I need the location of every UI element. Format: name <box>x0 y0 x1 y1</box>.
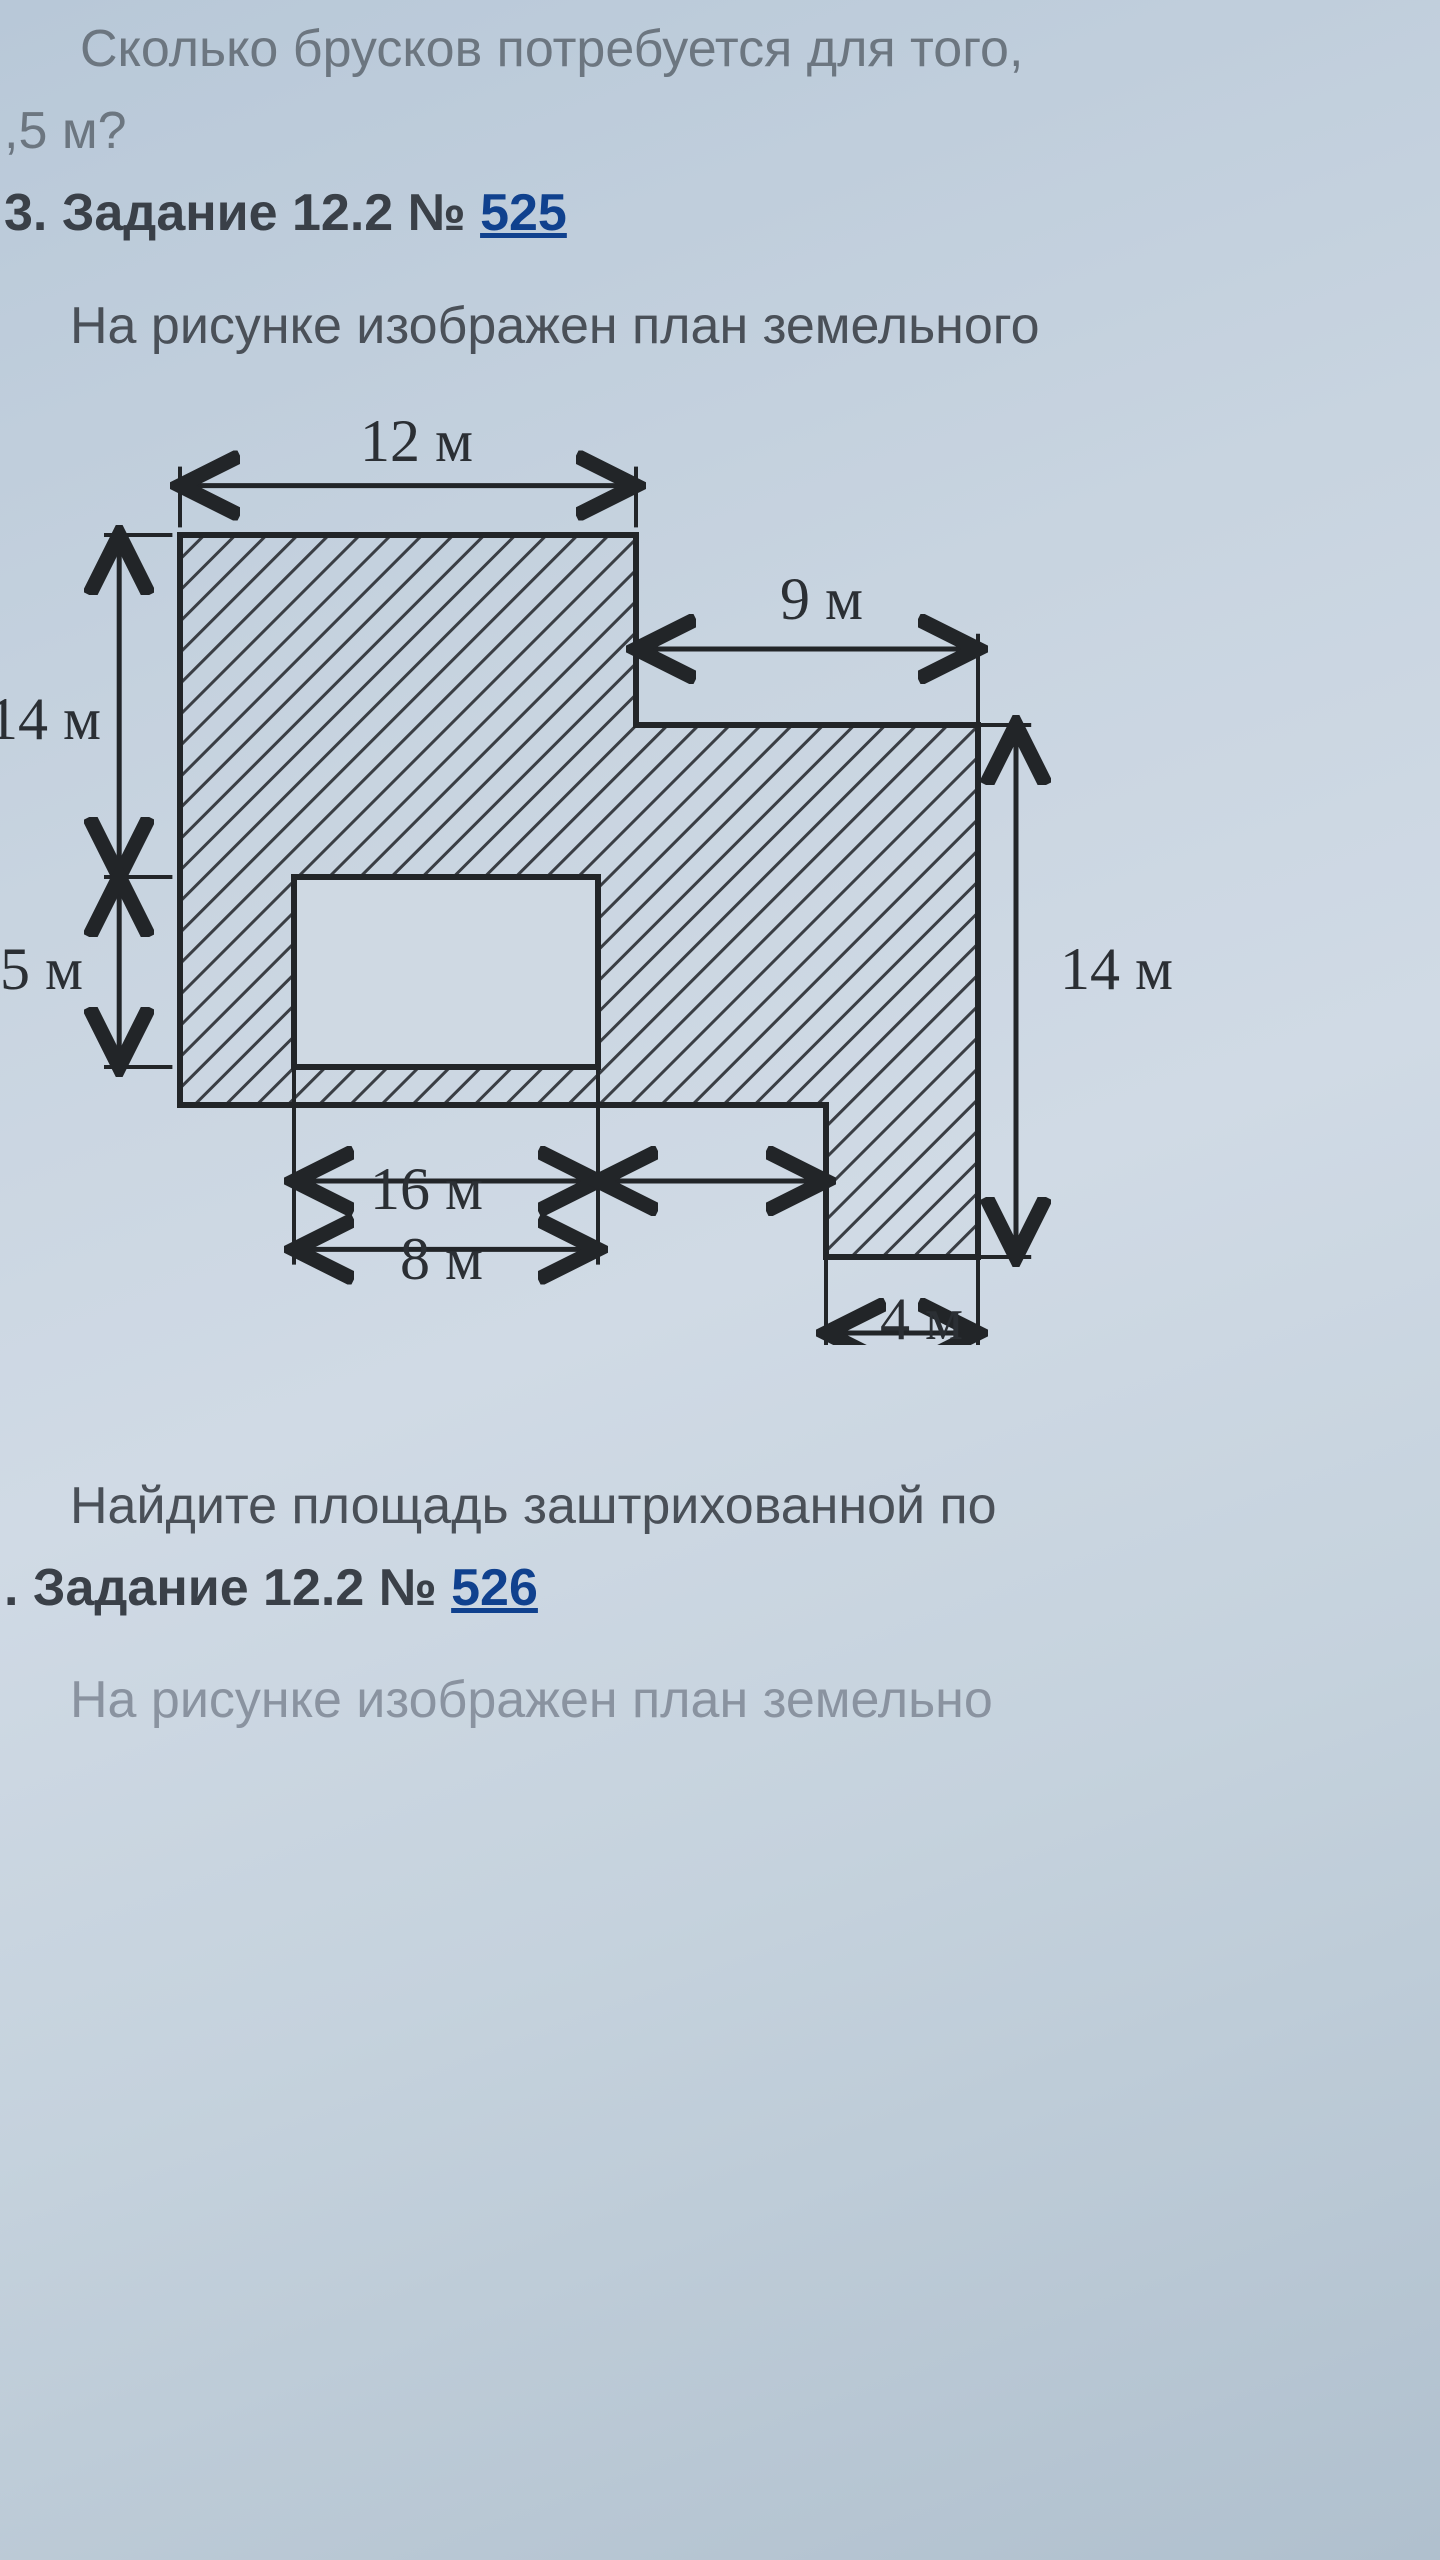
spacer <box>0 1629 1440 1659</box>
task-3-description: На рисунке изображен план земельного <box>0 285 1440 367</box>
spacer <box>0 255 1440 285</box>
task-4-prefix: . Задание 12.2 № <box>4 1559 451 1617</box>
label-14m-left: 14 м <box>0 685 101 754</box>
label-16m: 16 м <box>370 1155 483 1224</box>
diagram-svg <box>0 395 1440 1345</box>
task-4-heading: . Задание 12.2 № 526 <box>0 1547 1440 1629</box>
task-3-link[interactable]: 525 <box>480 184 567 242</box>
task-3-heading: 3. Задание 12.2 № 525 <box>0 172 1440 254</box>
fragment-line-2: ,5 м? <box>0 90 1440 172</box>
task-3-prefix: 3. Задание 12.2 № <box>4 184 480 242</box>
label-4m: 4 м <box>880 1285 963 1354</box>
page-root: Сколько брусков потребуется для того, ,5… <box>0 0 1440 2560</box>
task-4-description: На рисунке изображен план земельно <box>0 1659 1440 1741</box>
land-plot-diagram: 12 м 9 м 14 м 5 м 14 м 16 м 8 м 4 м <box>0 395 1440 1345</box>
label-12m: 12 м <box>360 407 473 476</box>
label-5m: 5 м <box>0 935 83 1004</box>
task-3-question: Найдите площадь заштрихованной по <box>0 1465 1440 1547</box>
label-9m: 9 м <box>780 565 863 634</box>
label-8m: 8 м <box>400 1225 483 1294</box>
label-14m-right: 14 м <box>1060 935 1173 1004</box>
fragment-line-1: Сколько брусков потребуется для того, <box>0 8 1440 90</box>
spacer <box>0 1345 1440 1465</box>
task-4-link[interactable]: 526 <box>451 1559 538 1617</box>
